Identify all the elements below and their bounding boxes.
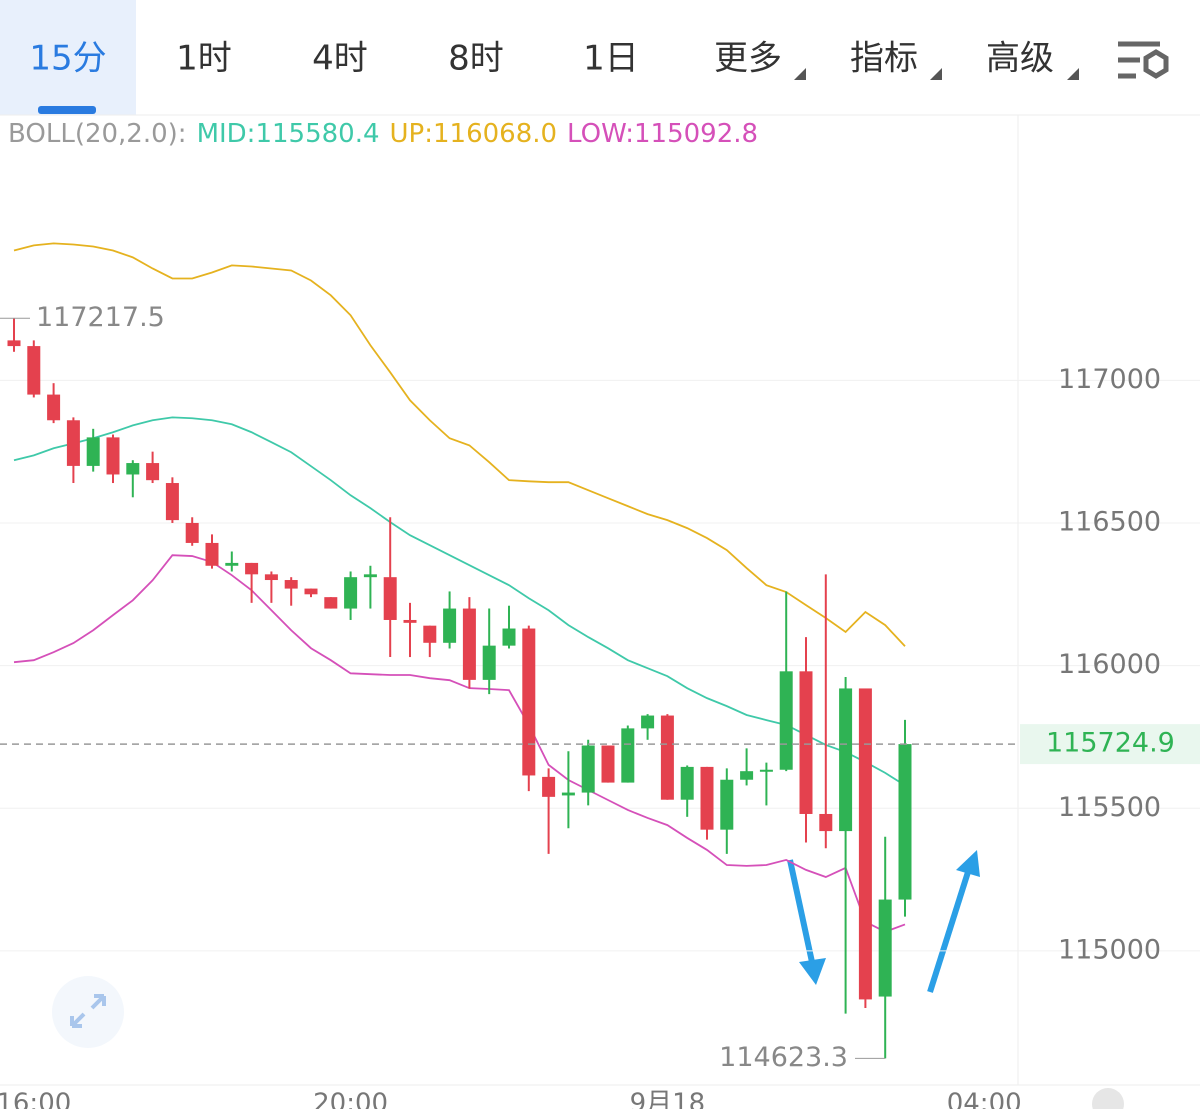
candle-body bbox=[284, 580, 298, 589]
candle-body bbox=[443, 608, 457, 643]
candle-body bbox=[502, 628, 516, 646]
candle-body bbox=[799, 671, 813, 814]
candle-body bbox=[383, 577, 397, 620]
active-tab-bg bbox=[0, 0, 136, 115]
indicator-name: BOLL(20,2.0): bbox=[8, 119, 187, 149]
candle-body bbox=[403, 619, 417, 623]
caret bbox=[1067, 68, 1079, 80]
tab[interactable]: 指标 bbox=[850, 39, 918, 79]
caret bbox=[794, 68, 806, 80]
dropdown-carets bbox=[794, 68, 1079, 80]
legend-mid: MID:115580.4 bbox=[197, 119, 380, 149]
candle-body bbox=[522, 628, 536, 776]
legend-up: UP:116068.0 bbox=[390, 119, 558, 149]
candle-body bbox=[858, 688, 872, 1000]
candle-body bbox=[47, 394, 61, 421]
candle-body bbox=[245, 562, 259, 575]
expand-button[interactable] bbox=[52, 976, 124, 1048]
candle-body bbox=[146, 463, 160, 481]
boll-line bbox=[13, 416, 906, 787]
candle-body bbox=[106, 437, 120, 475]
candle-body bbox=[819, 813, 833, 832]
candle-body bbox=[165, 483, 179, 521]
last-price-label: 115724.9 bbox=[1046, 728, 1175, 759]
candle-body bbox=[660, 715, 674, 800]
x-tick-label: 20:00 bbox=[313, 1089, 388, 1109]
boll-line bbox=[13, 242, 906, 647]
boll-line bbox=[13, 554, 906, 933]
candle-body bbox=[7, 340, 21, 347]
candle-body bbox=[27, 346, 41, 395]
candle-body bbox=[126, 463, 140, 475]
x-tick-label: 04:00 bbox=[947, 1089, 1022, 1109]
legend-low: LOW:115092.8 bbox=[567, 119, 758, 149]
y-tick-label: 116500 bbox=[1058, 506, 1161, 537]
candle-body bbox=[680, 766, 694, 800]
x-tick-label: 16:00 bbox=[0, 1089, 71, 1109]
max-label: 117217.5 bbox=[36, 302, 165, 333]
candle-body bbox=[205, 542, 219, 566]
min-label: 114623.3 bbox=[719, 1042, 848, 1073]
candle-body bbox=[700, 766, 714, 830]
candle-body bbox=[423, 625, 437, 643]
candle-body bbox=[225, 562, 239, 566]
candle-body bbox=[720, 779, 734, 830]
candle-body bbox=[641, 715, 655, 729]
tab[interactable]: 15分 bbox=[29, 39, 106, 79]
candle-body bbox=[542, 776, 556, 797]
caret bbox=[930, 68, 942, 80]
x-tick-label: 9月18 bbox=[630, 1089, 706, 1109]
y-tick-label: 115000 bbox=[1058, 934, 1161, 965]
tab[interactable]: 4时 bbox=[312, 39, 368, 79]
indicator-legend: BOLL(20,2.0): MID:115580.4 UP:116068.0 LOW:… bbox=[8, 119, 758, 149]
settings-icon[interactable] bbox=[1118, 41, 1169, 79]
last-price-bg bbox=[1020, 724, 1200, 765]
tab[interactable]: 1日 bbox=[583, 39, 639, 79]
candle-body bbox=[581, 745, 595, 793]
candle-body bbox=[66, 420, 80, 466]
candle-body bbox=[779, 671, 793, 770]
candle-body bbox=[759, 769, 773, 772]
y-tick-label: 117000 bbox=[1058, 364, 1161, 395]
candle-body bbox=[462, 608, 476, 680]
candle-body bbox=[482, 645, 496, 680]
candle-body bbox=[185, 522, 199, 543]
tab[interactable]: 高级 bbox=[986, 39, 1054, 79]
candle-body bbox=[324, 597, 338, 609]
tab[interactable]: 8时 bbox=[448, 39, 504, 79]
candle-body bbox=[344, 577, 358, 609]
candle-body bbox=[898, 744, 912, 900]
candle-body bbox=[264, 574, 278, 581]
candle-body bbox=[621, 728, 635, 783]
candle-body bbox=[878, 899, 892, 997]
scroll-button[interactable] bbox=[1092, 1088, 1124, 1109]
active-tab-indicator bbox=[38, 106, 96, 114]
candle-body bbox=[86, 437, 100, 466]
candle-body bbox=[363, 574, 377, 578]
trend-arrows bbox=[787, 850, 980, 993]
y-tick-label: 115500 bbox=[1058, 792, 1161, 823]
candle-body bbox=[561, 792, 575, 796]
candle-body bbox=[740, 771, 754, 780]
tab[interactable]: 更多 bbox=[714, 39, 782, 79]
candle-body bbox=[839, 688, 853, 832]
y-tick-label: 116000 bbox=[1058, 649, 1161, 680]
tab[interactable]: 1时 bbox=[176, 39, 232, 79]
candle-body bbox=[601, 745, 615, 783]
candle-body bbox=[304, 588, 318, 595]
